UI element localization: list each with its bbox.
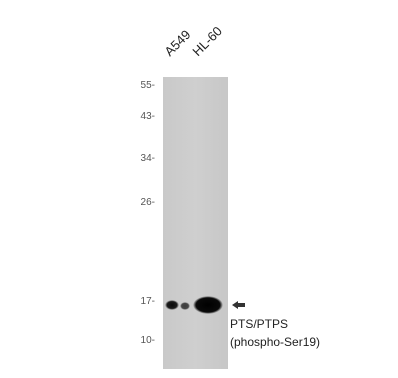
arrow-icon [232, 301, 245, 309]
band-a549-main [165, 300, 179, 310]
marker-55: 55- [140, 80, 155, 91]
marker-43: 43- [140, 111, 155, 122]
marker-26: 26- [140, 197, 155, 208]
target-label-line2: (phospho-Ser19) [230, 335, 321, 349]
band-hl60-main [193, 296, 223, 314]
marker-34: 34- [140, 153, 155, 164]
marker-10: 10- [140, 335, 155, 346]
target-label: PTS/PTPS (phospho-Ser19) [230, 315, 320, 351]
band-a549-secondary [180, 302, 190, 310]
membrane [163, 77, 228, 369]
target-label-line1: PTS/PTPS [230, 317, 289, 331]
marker-17: 17- [140, 296, 155, 307]
